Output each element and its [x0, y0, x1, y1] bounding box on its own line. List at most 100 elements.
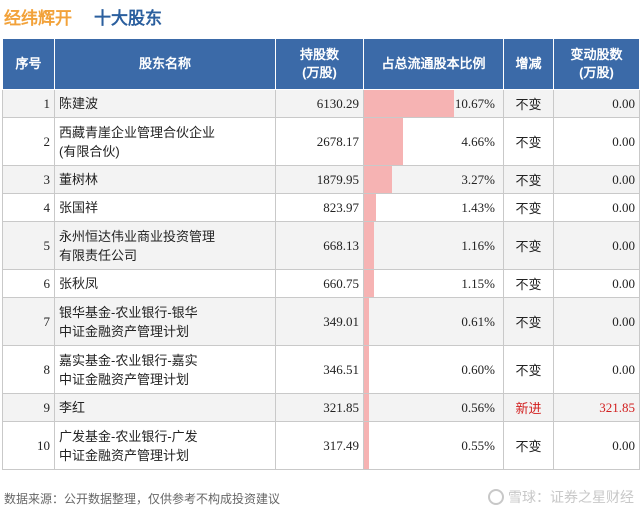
- cell-rank: 9: [2, 393, 55, 422]
- table-row: 10 广发基金-农业银行-广发 中证金融资产管理计划 317.49 0.55% 不变 0.…: [2, 421, 640, 470]
- cell-shares: 2678.17: [275, 117, 364, 166]
- brand-watermark: 雪球：证券之星财经: [488, 487, 634, 507]
- cell-change: 新进: [503, 393, 554, 422]
- table-row: 1 陈建波 6130.29 10.67% 不变 0.00: [2, 89, 640, 118]
- cell-rank: 3: [2, 165, 55, 194]
- column-header-shares-label: 持股数 (万股): [299, 47, 339, 80]
- cell-shares: 660.75: [275, 269, 364, 298]
- page-title: 十大股东: [94, 9, 162, 28]
- table-body: 1 陈建波 6130.29 10.67% 不变 0.00 2 西藏青崖企业管理合伙企业 (有限…: [2, 89, 640, 470]
- cell-rank: 6: [2, 269, 55, 298]
- table-row: 6 张秋凤 660.75 1.15% 不变 0.00: [2, 269, 640, 298]
- cell-rank: 7: [2, 297, 55, 346]
- cell-ratio: 10.67%: [363, 89, 504, 118]
- cell-change: 不变: [503, 165, 554, 194]
- cell-ratio: 0.61%: [363, 297, 504, 346]
- cell-change: 不变: [503, 117, 554, 166]
- column-header-change: 增减: [503, 38, 554, 90]
- table-row: 7 银华基金-农业银行-银华 中证金融资产管理计划 349.01 0.61% 不变 0.0…: [2, 297, 640, 346]
- cell-rank: 2: [2, 117, 55, 166]
- table-row: 9 李红 321.85 0.56% 新进 321.85: [2, 393, 640, 422]
- ratio-bar: [364, 194, 377, 221]
- table-row: 3 董树林 1879.95 3.27% 不变 0.00: [2, 165, 640, 194]
- cell-rank: 4: [2, 193, 55, 222]
- cell-shareholder-name: 李红: [54, 393, 276, 422]
- ratio-label: 3.27%: [461, 171, 495, 187]
- cell-ratio: 0.55%: [363, 421, 504, 470]
- cell-rank: 5: [2, 221, 55, 270]
- cell-ratio: 0.56%: [363, 393, 504, 422]
- ratio-bar: [364, 90, 454, 117]
- cell-shareholder-name: 银华基金-农业银行-银华 中证金融资产管理计划: [54, 297, 276, 346]
- ratio-label: 0.61%: [461, 313, 495, 329]
- cell-shareholder-name: 永州恒达伟业商业投资管理 有限责任公司: [54, 221, 276, 270]
- cell-rank: 1: [2, 89, 55, 118]
- ratio-label: 4.66%: [461, 133, 495, 149]
- cell-shares: 321.85: [275, 393, 364, 422]
- table-row: 4 张国祥 823.97 1.43% 不变 0.00: [2, 193, 640, 222]
- cell-change: 不变: [503, 89, 554, 118]
- cell-shareholder-name: 张国祥: [54, 193, 276, 222]
- cell-shares: 6130.29: [275, 89, 364, 118]
- ratio-label: 1.43%: [461, 199, 495, 215]
- cell-change: 不变: [503, 269, 554, 298]
- cell-delta-shares: 0.00: [553, 345, 640, 394]
- ratio-label: 0.55%: [461, 437, 495, 453]
- ratio-label: 0.60%: [461, 361, 495, 377]
- ratio-bar: [364, 346, 370, 393]
- cell-change: 不变: [503, 221, 554, 270]
- cell-change: 不变: [503, 345, 554, 394]
- ratio-bar: [364, 394, 369, 421]
- column-header-shares: 持股数 (万股): [275, 38, 364, 90]
- cell-shareholder-name: 广发基金-农业银行-广发 中证金融资产管理计划: [54, 421, 276, 470]
- cell-shareholder-name: 西藏青崖企业管理合伙企业 (有限合伙): [54, 117, 276, 166]
- column-header-ratio: 占总流通股本比例: [363, 38, 504, 90]
- cell-delta-shares: 321.85: [553, 393, 640, 422]
- ratio-bar: [364, 298, 370, 345]
- cell-delta-shares: 0.00: [553, 89, 640, 118]
- cell-delta-shares: 0.00: [553, 269, 640, 298]
- column-header-delta: 变动股数 (万股): [553, 38, 640, 90]
- ratio-bar: [364, 118, 404, 165]
- table-row: 2 西藏青崖企业管理合伙企业 (有限合伙) 2678.17 4.66% 不变 0.00: [2, 117, 640, 166]
- cell-shares: 668.13: [275, 221, 364, 270]
- cell-shareholder-name: 张秋凤: [54, 269, 276, 298]
- ratio-label: 0.56%: [461, 399, 495, 415]
- cell-delta-shares: 0.00: [553, 117, 640, 166]
- cell-change: 不变: [503, 297, 554, 346]
- ratio-label: 10.67%: [454, 95, 495, 111]
- cell-delta-shares: 0.00: [553, 421, 640, 470]
- ratio-bar: [364, 166, 392, 193]
- cell-shares: 317.49: [275, 421, 364, 470]
- column-header-name: 股东名称: [54, 38, 276, 90]
- cell-shares: 1879.95: [275, 165, 364, 194]
- ratio-label: 1.16%: [461, 237, 495, 253]
- ratio-bar: [364, 222, 374, 269]
- ratio-bar: [364, 422, 369, 469]
- cell-ratio: 1.16%: [363, 221, 504, 270]
- ratio-bar: [364, 270, 374, 297]
- cell-ratio: 4.66%: [363, 117, 504, 166]
- shareholders-table: 序号 股东名称 持股数 (万股) 占总流通股本比例 增减 变动股数 (万股) 1…: [2, 38, 640, 470]
- cell-shareholder-name: 董树林: [54, 165, 276, 194]
- cell-ratio: 0.60%: [363, 345, 504, 394]
- ratio-label: 1.15%: [461, 275, 495, 291]
- xueqiu-logo-icon: [488, 489, 504, 505]
- table-row: 5 永州恒达伟业商业投资管理 有限责任公司 668.13 1.16% 不变 0.00: [2, 221, 640, 270]
- cell-ratio: 1.15%: [363, 269, 504, 298]
- cell-rank: 10: [2, 421, 55, 470]
- data-source-note: 数据来源：公开数据整理，仅供参考不构成投资建议: [4, 492, 281, 506]
- cell-shares: 346.51: [275, 345, 364, 394]
- header: 经纬辉开 十大股东: [0, 0, 640, 34]
- cell-shares: 349.01: [275, 297, 364, 346]
- cell-delta-shares: 0.00: [553, 297, 640, 346]
- cell-change: 不变: [503, 421, 554, 470]
- cell-change: 不变: [503, 193, 554, 222]
- cell-delta-shares: 0.00: [553, 221, 640, 270]
- cell-ratio: 1.43%: [363, 193, 504, 222]
- cell-delta-shares: 0.00: [553, 193, 640, 222]
- brand-text: 雪球：证券之星财经: [508, 489, 634, 505]
- cell-shareholder-name: 嘉实基金-农业银行-嘉实 中证金融资产管理计划: [54, 345, 276, 394]
- cell-rank: 8: [2, 345, 55, 394]
- cell-shares: 823.97: [275, 193, 364, 222]
